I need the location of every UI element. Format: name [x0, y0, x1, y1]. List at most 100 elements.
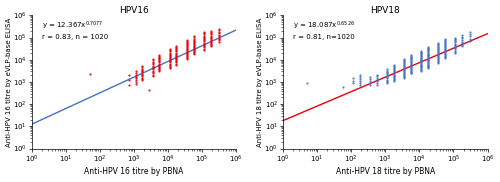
Point: [466, 33, 474, 36]
Point: [366, 83, 374, 86]
Title: HPV16: HPV16: [119, 6, 149, 15]
Point: [400, 67, 408, 70]
Point: [172, 56, 180, 58]
Point: [148, 58, 156, 60]
Point: [156, 58, 164, 61]
Point: [166, 60, 173, 63]
Point: [424, 62, 432, 64]
Point: [190, 35, 198, 38]
Point: [390, 76, 398, 78]
Point: [434, 55, 442, 58]
Point: [148, 73, 156, 76]
Point: [172, 47, 180, 50]
Point: [138, 68, 146, 71]
Point: [190, 42, 198, 45]
Point: [172, 53, 180, 56]
Point: [407, 58, 415, 61]
Point: [417, 56, 425, 58]
Point: [383, 77, 391, 80]
Point: [125, 78, 133, 81]
Point: [383, 76, 391, 78]
Point: [424, 51, 432, 54]
Point: [417, 62, 425, 64]
Point: [451, 37, 459, 40]
Point: [215, 29, 223, 32]
Point: [417, 66, 425, 69]
Point: [400, 61, 408, 64]
Point: [373, 83, 381, 86]
Point: [417, 69, 425, 72]
Point: [200, 42, 208, 45]
Point: [182, 57, 190, 60]
Point: [383, 68, 391, 71]
Point: [125, 73, 133, 76]
Point: [417, 65, 425, 68]
Point: [156, 62, 164, 65]
Point: [200, 43, 208, 46]
Point: [424, 58, 432, 61]
Point: [172, 59, 180, 62]
Point: [215, 36, 223, 39]
Point: [138, 71, 146, 74]
Point: [424, 59, 432, 62]
Point: [434, 47, 442, 50]
Point: [182, 46, 190, 49]
Point: [400, 74, 408, 76]
Point: [434, 51, 442, 54]
Point: [132, 75, 140, 78]
Point: [215, 39, 223, 42]
Point: [166, 51, 173, 54]
Point: [166, 56, 173, 58]
Point: [400, 63, 408, 66]
Point: [451, 48, 459, 51]
Point: [166, 63, 173, 66]
Point: [182, 48, 190, 51]
Point: [441, 49, 449, 52]
Point: [407, 61, 415, 64]
Point: [200, 36, 208, 39]
Point: [424, 65, 432, 68]
Point: [390, 70, 398, 73]
Point: [441, 54, 449, 56]
Point: [190, 51, 198, 54]
Point: [190, 37, 198, 40]
Point: [206, 44, 214, 47]
Point: [156, 59, 164, 62]
Point: [407, 62, 415, 65]
Point: [383, 79, 391, 82]
Point: [424, 61, 432, 64]
Point: [441, 47, 449, 50]
Point: [206, 34, 214, 37]
Point: [466, 35, 474, 38]
Point: [366, 79, 374, 82]
Point: [215, 33, 223, 36]
Point: [138, 76, 146, 79]
Point: [407, 67, 415, 70]
Point: [206, 37, 214, 39]
Point: [190, 48, 198, 50]
Point: [356, 77, 364, 80]
Point: [383, 72, 391, 75]
Point: [407, 68, 415, 71]
Point: [424, 62, 432, 65]
Point: [166, 62, 173, 65]
Point: [407, 63, 415, 66]
Point: [451, 47, 459, 50]
Point: [182, 56, 190, 59]
Point: [172, 57, 180, 60]
Point: [458, 45, 466, 48]
Point: [148, 74, 156, 77]
Point: [441, 45, 449, 48]
Point: [441, 39, 449, 42]
Point: [390, 67, 398, 70]
Point: [148, 68, 156, 71]
Point: [200, 40, 208, 43]
Point: [434, 54, 442, 57]
Point: [434, 59, 442, 62]
Point: [390, 68, 398, 71]
Point: [424, 54, 432, 57]
Point: [200, 48, 208, 51]
Point: [441, 43, 449, 46]
Point: [407, 60, 415, 63]
Point: [206, 45, 214, 48]
